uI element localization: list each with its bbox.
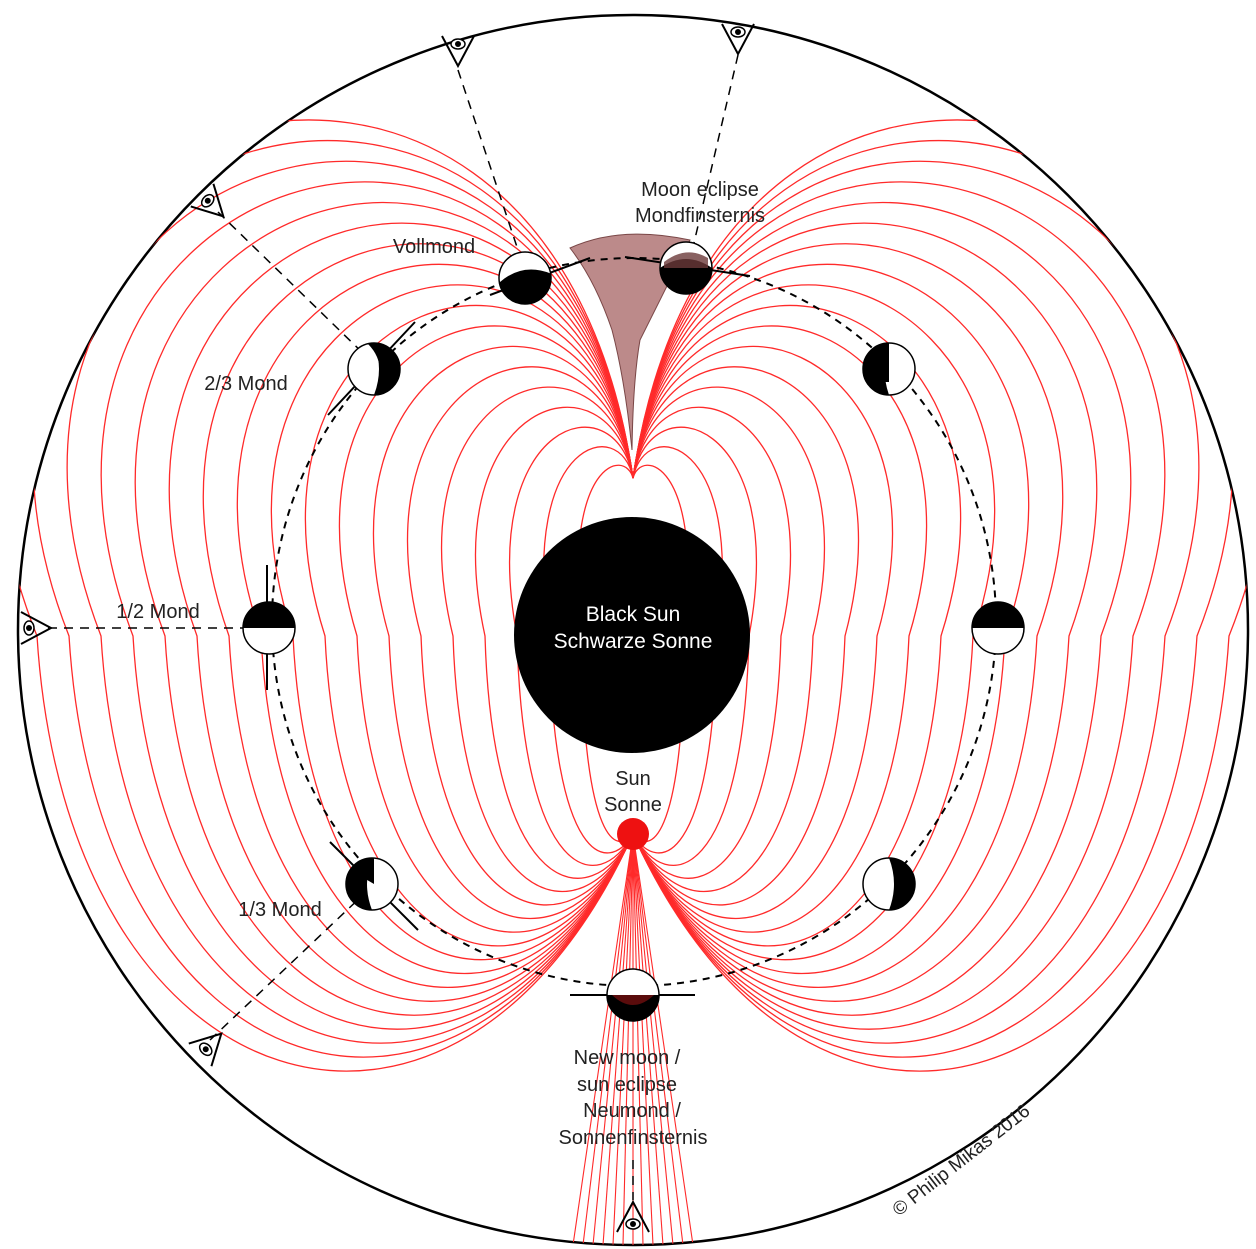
moon-half-right — [971, 601, 1025, 655]
half-moon-label: 1/2 Mond — [116, 601, 199, 623]
black-sun — [514, 517, 750, 753]
field-line — [632, 263, 1030, 975]
field-line — [632, 345, 894, 919]
field-line — [632, 119, 1248, 1072]
sight-line-upper-left — [217, 211, 371, 361]
eye-icon — [190, 183, 225, 218]
sight-line-lower-left — [209, 892, 366, 1041]
sight-line-top-left — [457, 69, 523, 263]
sun-ray — [592, 833, 634, 1245]
black-sun-label-en: Black Sun — [586, 603, 681, 626]
sun-eclipse-label-de: Sonnenfinsternis — [559, 1127, 708, 1149]
field-line — [168, 222, 634, 1002]
new-moon-label-de: Neumond / — [583, 1100, 681, 1122]
sun-label-de: Sonne — [604, 794, 662, 816]
field-line — [632, 222, 1098, 1002]
sun-ray — [612, 833, 634, 1245]
field-line — [18, 119, 634, 1072]
moon-full-moon-left — [498, 251, 552, 305]
moon-eclipse-label-de: Mondfinsternis — [635, 205, 765, 227]
moon-one-third-left — [345, 857, 399, 911]
new-moon-label-en: New moon / — [574, 1047, 681, 1069]
eye-icon — [616, 1199, 650, 1233]
field-line — [632, 181, 1166, 1030]
field-line — [632, 243, 1064, 988]
sun-ray — [632, 833, 654, 1245]
eye-icon — [441, 35, 475, 69]
moon-eclipse — [659, 241, 713, 295]
eye-icon — [20, 611, 54, 645]
field-line — [632, 304, 962, 947]
field-line — [202, 243, 634, 988]
field-line — [407, 366, 634, 906]
black-sun-label-de: Schwarze Sonne — [554, 630, 713, 653]
field-line — [100, 181, 634, 1030]
sight-line-top-right — [689, 54, 739, 261]
two-thirds-moon-label: 2/3 Mond — [204, 373, 287, 395]
moon-upper-right — [862, 342, 916, 396]
eclipse-shadow-cone — [569, 233, 691, 451]
field-line — [632, 366, 859, 906]
observers — [20, 23, 755, 1233]
field-line — [372, 345, 634, 919]
moon-half-left — [242, 601, 296, 655]
sun-label-en: Sun — [615, 768, 651, 790]
sun-ray — [572, 833, 634, 1245]
moon-lower-right — [862, 857, 916, 911]
field-line — [632, 160, 1200, 1044]
sun-ray — [632, 833, 664, 1245]
field-line — [632, 325, 928, 933]
field-line — [440, 386, 634, 893]
field-line — [632, 201, 1132, 1016]
moon-new-moon — [606, 968, 660, 1022]
eye-icon — [721, 23, 755, 57]
full-moon-label: Vollmond — [393, 236, 475, 258]
sun-ray — [632, 833, 684, 1245]
one-third-moon-label: 1/3 Mond — [238, 899, 321, 921]
field-line — [304, 304, 634, 947]
field-line — [474, 406, 634, 879]
moon-eclipse-label-en: Moon eclipse — [641, 179, 759, 201]
sun-ray — [602, 833, 634, 1245]
sun-ray — [582, 833, 634, 1245]
sun-rays-to-new-moon — [572, 833, 694, 1245]
eye-icon — [188, 1032, 223, 1067]
sun-eclipse-label-en: sun eclipse — [577, 1074, 677, 1096]
field-line — [632, 386, 826, 893]
sight-lines — [48, 54, 739, 1200]
field-line — [632, 406, 792, 879]
moon-two-thirds-left — [347, 342, 401, 396]
sun-ray — [632, 833, 644, 1245]
sun-ray — [622, 833, 634, 1245]
field-line — [134, 201, 634, 1016]
field-line — [632, 140, 1234, 1058]
sun-ray — [632, 833, 694, 1245]
sun-ray — [632, 833, 674, 1245]
sun — [617, 818, 649, 850]
field-line — [32, 140, 634, 1058]
field-line — [338, 325, 634, 933]
field-line — [66, 160, 634, 1044]
